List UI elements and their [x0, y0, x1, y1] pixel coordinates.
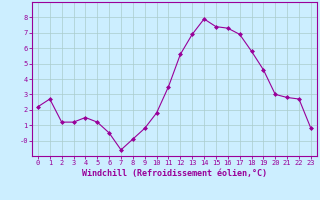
- X-axis label: Windchill (Refroidissement éolien,°C): Windchill (Refroidissement éolien,°C): [82, 169, 267, 178]
